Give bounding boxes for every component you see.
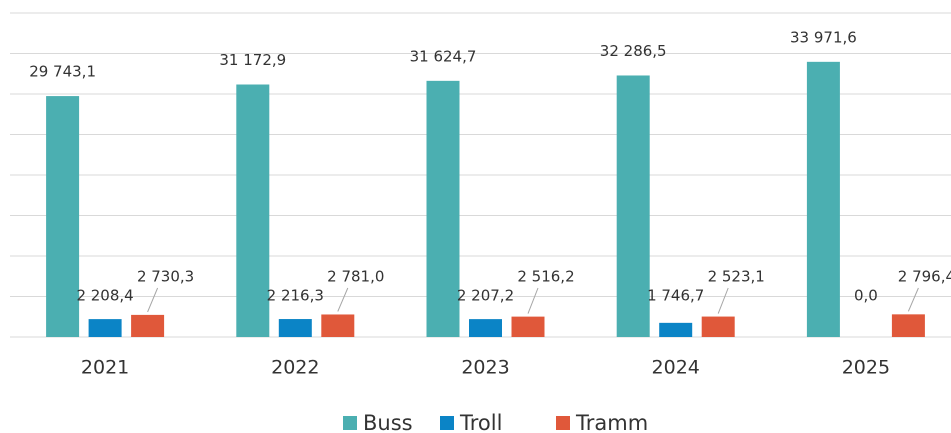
data-label: 33 971,6 [790,28,857,46]
data-label: 32 286,5 [600,42,667,60]
legend-swatch [440,416,454,430]
data-label: 29 743,1 [29,63,96,81]
bar [806,61,840,337]
data-label: 2 216,3 [267,287,324,305]
bar [88,319,122,337]
data-label: 1 746,7 [647,287,704,305]
legend-label: Tramm [575,411,648,433]
x-tick-label: 2025 [842,357,890,379]
bar [891,314,925,337]
bar [701,316,735,337]
data-label: 2 208,4 [76,287,133,305]
bar [616,75,650,338]
data-label: 2 516,2 [517,268,574,286]
data-label: 2 523,1 [708,268,765,286]
x-tick-label: 2021 [81,357,129,379]
bar [426,80,460,337]
bar [321,314,355,337]
leader-line [337,287,349,312]
data-label: 2 730,3 [137,268,194,286]
bar [511,316,545,337]
data-label: 2 207,2 [457,287,514,305]
leader-line [147,287,159,313]
x-tick-label: 2022 [271,357,319,379]
bar [469,319,502,337]
legend-label: Troll [459,411,502,433]
x-tick-label: 2024 [652,357,700,379]
legend-swatch [556,416,570,430]
bar [278,319,312,337]
x-tick-label: 2023 [461,357,509,379]
data-label: 2 796,4 [898,268,951,286]
data-label: 31 172,9 [219,51,286,69]
legend-swatch [343,416,357,430]
data-label: 31 624,7 [410,47,477,65]
legend-label: Buss [363,411,413,433]
bar [659,322,693,337]
leader-line [907,287,919,312]
bar [131,314,165,337]
data-label: 2 781,0 [327,268,384,286]
leader-line [527,287,539,314]
bar [236,84,270,337]
leader-line [717,287,729,314]
bar [46,96,80,337]
data-label: 0,0 [854,287,878,305]
